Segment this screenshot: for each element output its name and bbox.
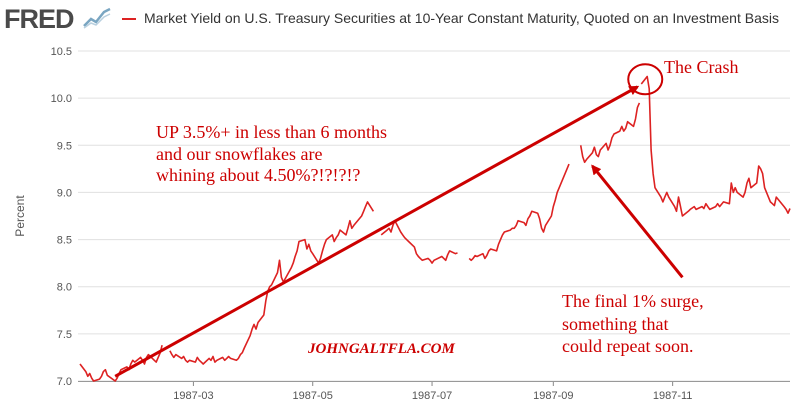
chart-header: FRED Market Yield on U.S. Treasury Secur… (0, 0, 800, 42)
surge-text-line-1: The final 1% surge, (562, 291, 704, 311)
series-line (640, 75, 791, 217)
up-text-line-2: and our snowflakes are (156, 144, 322, 164)
y-axis-label: Percent (13, 195, 27, 237)
up-text-line-1: UP 3.5%+ in less than 6 months (156, 122, 387, 142)
surge-text-line-3: could repeat soon. (562, 336, 693, 356)
series-line (579, 102, 641, 164)
crash-circle (627, 63, 664, 96)
crash-label: The Crash (664, 57, 738, 77)
y-tick-label: 8.5 (57, 235, 72, 247)
fred-logo[interactable]: FRED (4, 4, 74, 34)
series-line (79, 345, 163, 382)
y-axis-ticks: 7.0 7.5 8.0 8.5 9.0 9.5 10.0 10.5 (51, 46, 72, 388)
series-line (468, 163, 570, 262)
surge-text-line-2: something that (562, 314, 669, 334)
y-tick-label: 10.5 (51, 46, 72, 58)
x-tick-label: 1987-03 (173, 390, 213, 402)
x-tick-label: 1987-07 (412, 390, 452, 402)
fred-trend-icon (83, 7, 111, 29)
series-line (380, 219, 458, 264)
y-tick-label: 9.0 (57, 187, 72, 199)
y-tick-label: 8.0 (57, 282, 72, 294)
legend-label: Market Yield on U.S. Treasury Securities… (144, 10, 779, 26)
watermark-text: JOHNGALTFLA.COM (307, 341, 455, 357)
y-tick-label: 7.0 (57, 376, 72, 388)
y-tick-label: 9.5 (57, 140, 72, 152)
x-tick-label: 1987-05 (293, 390, 333, 402)
up-text-line-3: whining about 4.50%?!?!?!? (156, 165, 360, 185)
x-axis-ticks: 1987-03 1987-05 1987-07 1987-09 1987-11 (173, 381, 692, 402)
y-tick-label: 10.0 (51, 93, 72, 105)
x-tick-label: 1987-09 (533, 390, 573, 402)
series-line (169, 201, 375, 365)
legend-swatch (122, 18, 136, 20)
annotations: The Crash UP 3.5%+ in less than 6 months… (114, 57, 738, 378)
x-tick-label: 1987-11 (653, 390, 693, 402)
y-tick-label: 7.5 (57, 329, 72, 341)
final-surge-arrow (591, 164, 684, 279)
rising-trend-arrow (114, 85, 640, 378)
